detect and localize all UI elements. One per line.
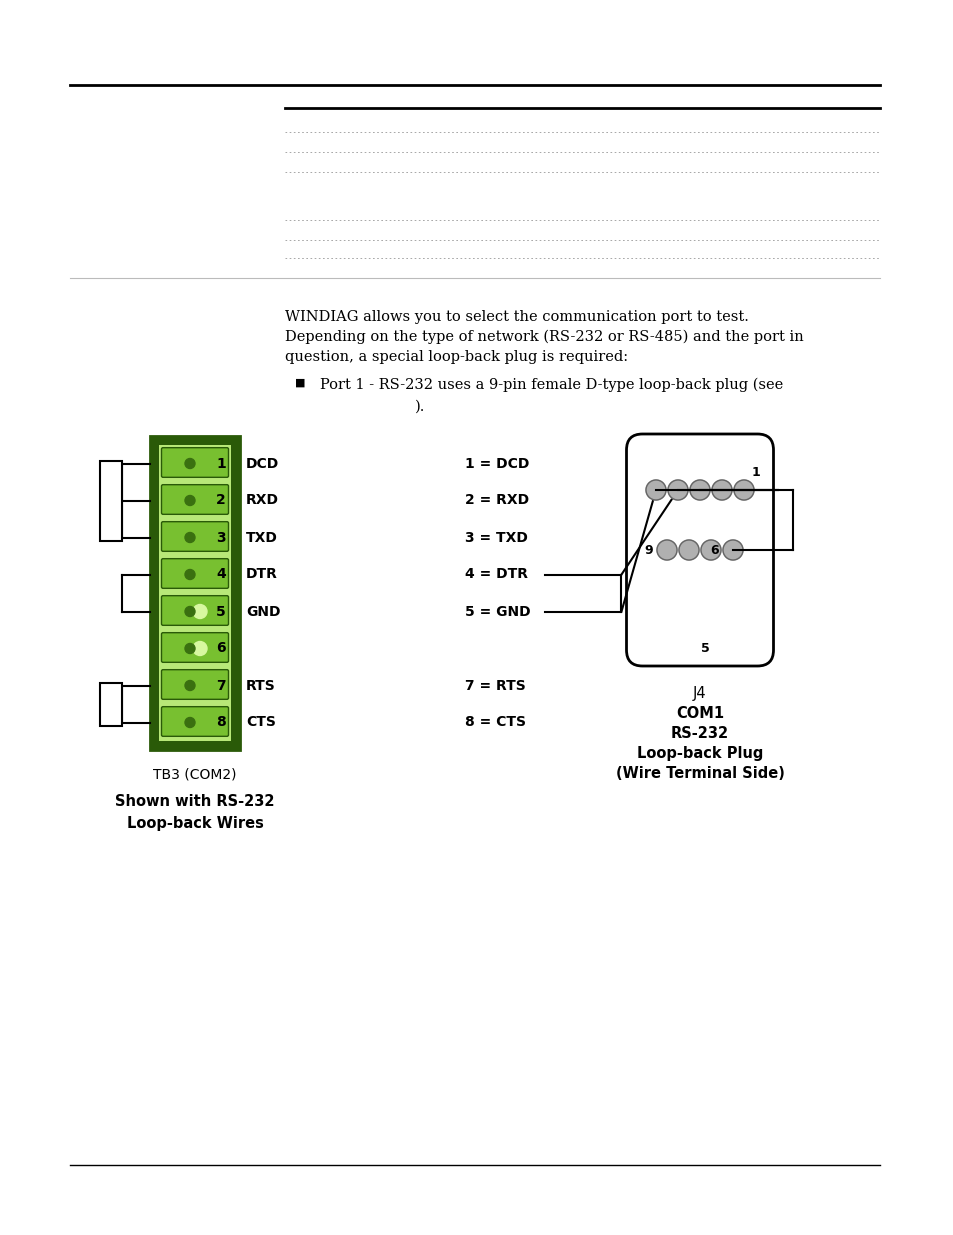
Text: 6: 6 [216,641,226,656]
Text: Port 1 - RS-232 uses a 9-pin female D-type loop-back plug (see: Port 1 - RS-232 uses a 9-pin female D-ty… [319,378,782,393]
Circle shape [700,540,720,559]
Bar [100,683,122,725]
Text: 1 = DCD: 1 = DCD [464,457,529,471]
Text: 5 = GND: 5 = GND [464,604,530,619]
Text: DCD: DCD [246,457,279,471]
Circle shape [185,718,194,727]
FancyBboxPatch shape [161,595,229,625]
Circle shape [193,604,207,619]
Text: 9: 9 [643,543,652,557]
Circle shape [185,532,194,542]
Text: 8 = CTS: 8 = CTS [464,715,525,730]
Text: 3: 3 [216,531,226,545]
Text: RS-232: RS-232 [670,726,728,741]
Circle shape [185,680,194,690]
Circle shape [657,540,677,559]
Text: 6: 6 [710,543,719,557]
Text: WINDIAG allows you to select the communication port to test.: WINDIAG allows you to select the communi… [285,310,748,324]
Text: 2: 2 [216,494,226,508]
Circle shape [733,480,753,500]
Text: RTS: RTS [246,678,275,693]
Text: 4: 4 [216,568,226,582]
Circle shape [185,606,194,616]
Text: Shown with RS-232: Shown with RS-232 [115,794,274,809]
Text: ).: ). [415,400,425,414]
Text: 7: 7 [216,678,226,693]
Text: 1: 1 [216,457,226,471]
Circle shape [645,480,665,500]
Text: 3 = TXD: 3 = TXD [464,531,527,545]
Text: 4 = DTR: 4 = DTR [464,568,527,582]
FancyBboxPatch shape [161,447,229,477]
Circle shape [185,495,194,505]
Circle shape [185,569,194,579]
Text: (Wire Terminal Side): (Wire Terminal Side) [615,766,783,781]
Text: J4: J4 [693,685,706,701]
Circle shape [193,641,207,656]
Circle shape [722,540,742,559]
Circle shape [185,458,194,468]
FancyBboxPatch shape [161,484,229,514]
Bar [159,445,231,741]
FancyBboxPatch shape [161,558,229,588]
Text: Depending on the type of network (RS-232 or RS-485) and the port in: Depending on the type of network (RS-232… [285,330,803,345]
Text: CTS: CTS [246,715,275,730]
Text: question, a special loop-back plug is required:: question, a special loop-back plug is re… [285,350,627,364]
FancyBboxPatch shape [161,706,229,736]
Text: ■: ■ [294,378,305,388]
Text: 5: 5 [216,604,226,619]
Text: GND: GND [246,604,280,619]
Text: RXD: RXD [246,494,278,508]
Text: COM1: COM1 [676,706,723,721]
Text: 7 = RTS: 7 = RTS [464,678,525,693]
FancyBboxPatch shape [161,669,229,699]
Circle shape [679,540,699,559]
Text: DTR: DTR [246,568,277,582]
Text: TB3 (COM2): TB3 (COM2) [153,768,236,782]
Bar [150,436,240,750]
Circle shape [689,480,709,500]
Circle shape [711,480,731,500]
Circle shape [667,480,687,500]
Text: Loop-back Plug: Loop-back Plug [637,746,762,761]
Text: 8: 8 [216,715,226,730]
Text: TXD: TXD [246,531,277,545]
FancyBboxPatch shape [161,632,229,662]
Circle shape [185,643,194,653]
Text: 1: 1 [751,466,760,478]
FancyBboxPatch shape [161,521,229,551]
Bar [100,461,122,541]
Text: Loop-back Wires: Loop-back Wires [127,816,263,831]
Text: 5: 5 [700,641,709,655]
Text: 2 = RXD: 2 = RXD [464,494,529,508]
FancyBboxPatch shape [626,433,773,666]
